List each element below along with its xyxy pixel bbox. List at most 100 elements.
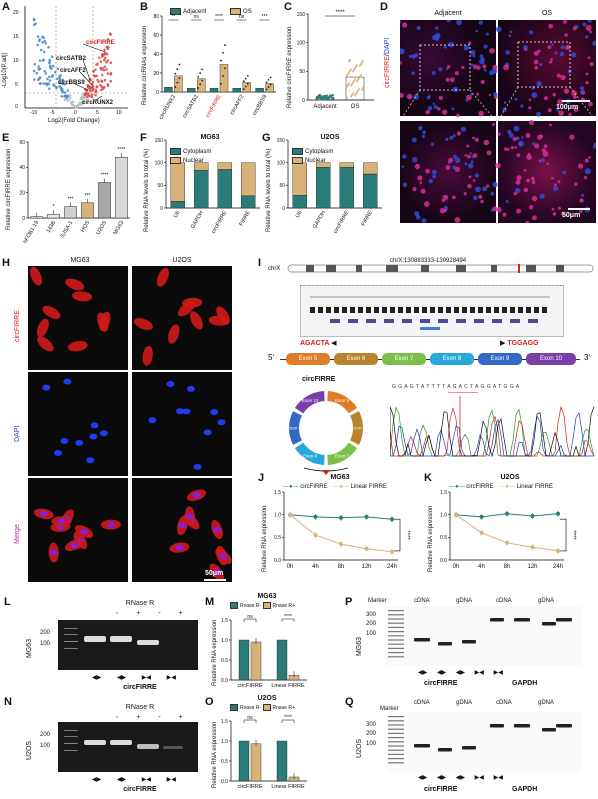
- cell-nucleus: [468, 175, 472, 179]
- cell-nucleus: [445, 77, 450, 82]
- data-point: [364, 514, 369, 519]
- y-tick-label: 150: [277, 138, 286, 144]
- y-tick-label: 20: [153, 71, 159, 77]
- legend-g: Cytoplasm Nuclear: [292, 148, 333, 166]
- track-feature: [402, 319, 412, 323]
- row-label-merge: Merge: [14, 524, 21, 544]
- sig-mark: ns: [247, 715, 253, 721]
- bar-cytoplasm: [363, 173, 378, 209]
- volcano-xtick: 0: [74, 110, 77, 116]
- panel-label-d: D: [380, 1, 388, 13]
- volcano-point: [109, 79, 113, 83]
- volcano-point: [94, 93, 97, 97]
- panel-label-j: J: [258, 472, 265, 484]
- legend-label: Linear FIRRE: [350, 484, 387, 490]
- panel-label-n: N: [4, 696, 12, 708]
- x-tick-label: 8h: [504, 564, 511, 570]
- legend-marker-linear: —●—: [333, 484, 349, 490]
- category-label: FIRRE: [239, 210, 253, 228]
- cell-nucleus: [203, 429, 212, 436]
- data-point: [174, 86, 177, 89]
- y-tick-label: 0: [156, 90, 159, 96]
- volcano-point: [42, 36, 45, 40]
- bar-cytoplasm: [316, 167, 331, 209]
- data-point: [349, 95, 353, 98]
- cell-nucleus: [495, 162, 501, 169]
- scalebar: [204, 579, 226, 581]
- volcano-point: [44, 72, 48, 75]
- cell-nucleus: [531, 180, 536, 184]
- category-label: circRUNX2: [158, 94, 177, 121]
- volcano-point: [105, 52, 109, 56]
- chrom-band: [421, 265, 429, 272]
- category-label: U6: [173, 210, 182, 219]
- ylabel-g: Relative RNA levels to total (%): [266, 148, 272, 232]
- volcano-point: [63, 91, 66, 94]
- cell-nucleus: [418, 126, 423, 131]
- panel-label-k: K: [424, 472, 432, 484]
- chrom-band: [526, 265, 536, 272]
- volcano-point: [51, 64, 55, 68]
- bar: [81, 202, 94, 219]
- volcano-ylabel: -Log10(P.adj): [2, 52, 8, 88]
- panel-label-h: H: [2, 257, 10, 269]
- category-label: Linear FIRRE: [271, 784, 305, 790]
- data-point: [556, 548, 560, 553]
- cell-nucleus: [480, 199, 484, 204]
- data-point: [244, 77, 247, 80]
- data-point: [242, 88, 245, 91]
- cell-nucleus: [478, 110, 484, 117]
- panel-label-m: M: [205, 596, 215, 608]
- data-point: [269, 83, 272, 86]
- cell-nucleus: [175, 544, 184, 551]
- data-point: [390, 517, 394, 522]
- ladder-l-100: 100: [40, 641, 51, 647]
- cell-nucleus: [543, 144, 548, 148]
- primers-q: ◀▶ ◀▶ ◀▶ ▶◀ ▶◀: [418, 775, 503, 781]
- volcano-point: [66, 89, 70, 92]
- cell-nucleus: [448, 41, 455, 48]
- gene-n: circFIRRE: [123, 786, 157, 793]
- volcano-annot-circrunx2: circRUNX2: [82, 100, 114, 106]
- cell-body: [142, 345, 153, 366]
- gene-q-2: GAPDH: [512, 786, 538, 793]
- data-point: [269, 76, 272, 79]
- cell-nucleus: [454, 217, 461, 223]
- y-tick-label: 50: [299, 69, 305, 75]
- data-point: [178, 77, 181, 80]
- cell-nucleus: [400, 61, 402, 65]
- cell-nucleus: [425, 168, 430, 174]
- volcano-xtick: 10: [116, 110, 122, 116]
- cell-nucleus: [588, 156, 591, 159]
- track-feature: [454, 307, 459, 313]
- ladder-band: [388, 618, 404, 620]
- y-tick-label: 1.0: [440, 512, 447, 518]
- volcano-point: [92, 87, 95, 90]
- bar-adjacent: [209, 87, 219, 93]
- track-feature: [474, 319, 484, 323]
- volcano-point: [63, 95, 66, 98]
- volcano-point: [109, 73, 112, 76]
- cell-nucleus: [431, 71, 436, 75]
- legend-swatch-adjacent: [170, 8, 181, 15]
- data-point: [339, 515, 343, 520]
- chrom-band: [356, 265, 362, 272]
- band-n3: [137, 744, 159, 749]
- ladder-band: [388, 753, 404, 755]
- volcano-point: [51, 74, 55, 77]
- bar-adjacent: [164, 87, 173, 93]
- cell-body: [97, 312, 109, 332]
- ladder-band: [388, 745, 404, 747]
- panel-label-a: A: [2, 1, 10, 13]
- chrom-band: [386, 265, 398, 272]
- ladder-p-200: 200: [366, 621, 377, 627]
- sig-bracket: [243, 719, 257, 723]
- cell-nucleus: [452, 165, 456, 170]
- stain-circfirre: circFIRRE: [384, 56, 391, 88]
- cell-nucleus: [536, 80, 542, 87]
- y-tick-label: 0: [22, 216, 25, 222]
- circ-exon-label: Exon 10: [302, 398, 319, 403]
- cell-nucleus: [571, 90, 577, 97]
- cell-nucleus: [523, 169, 527, 172]
- cell-nucleus: [581, 193, 585, 197]
